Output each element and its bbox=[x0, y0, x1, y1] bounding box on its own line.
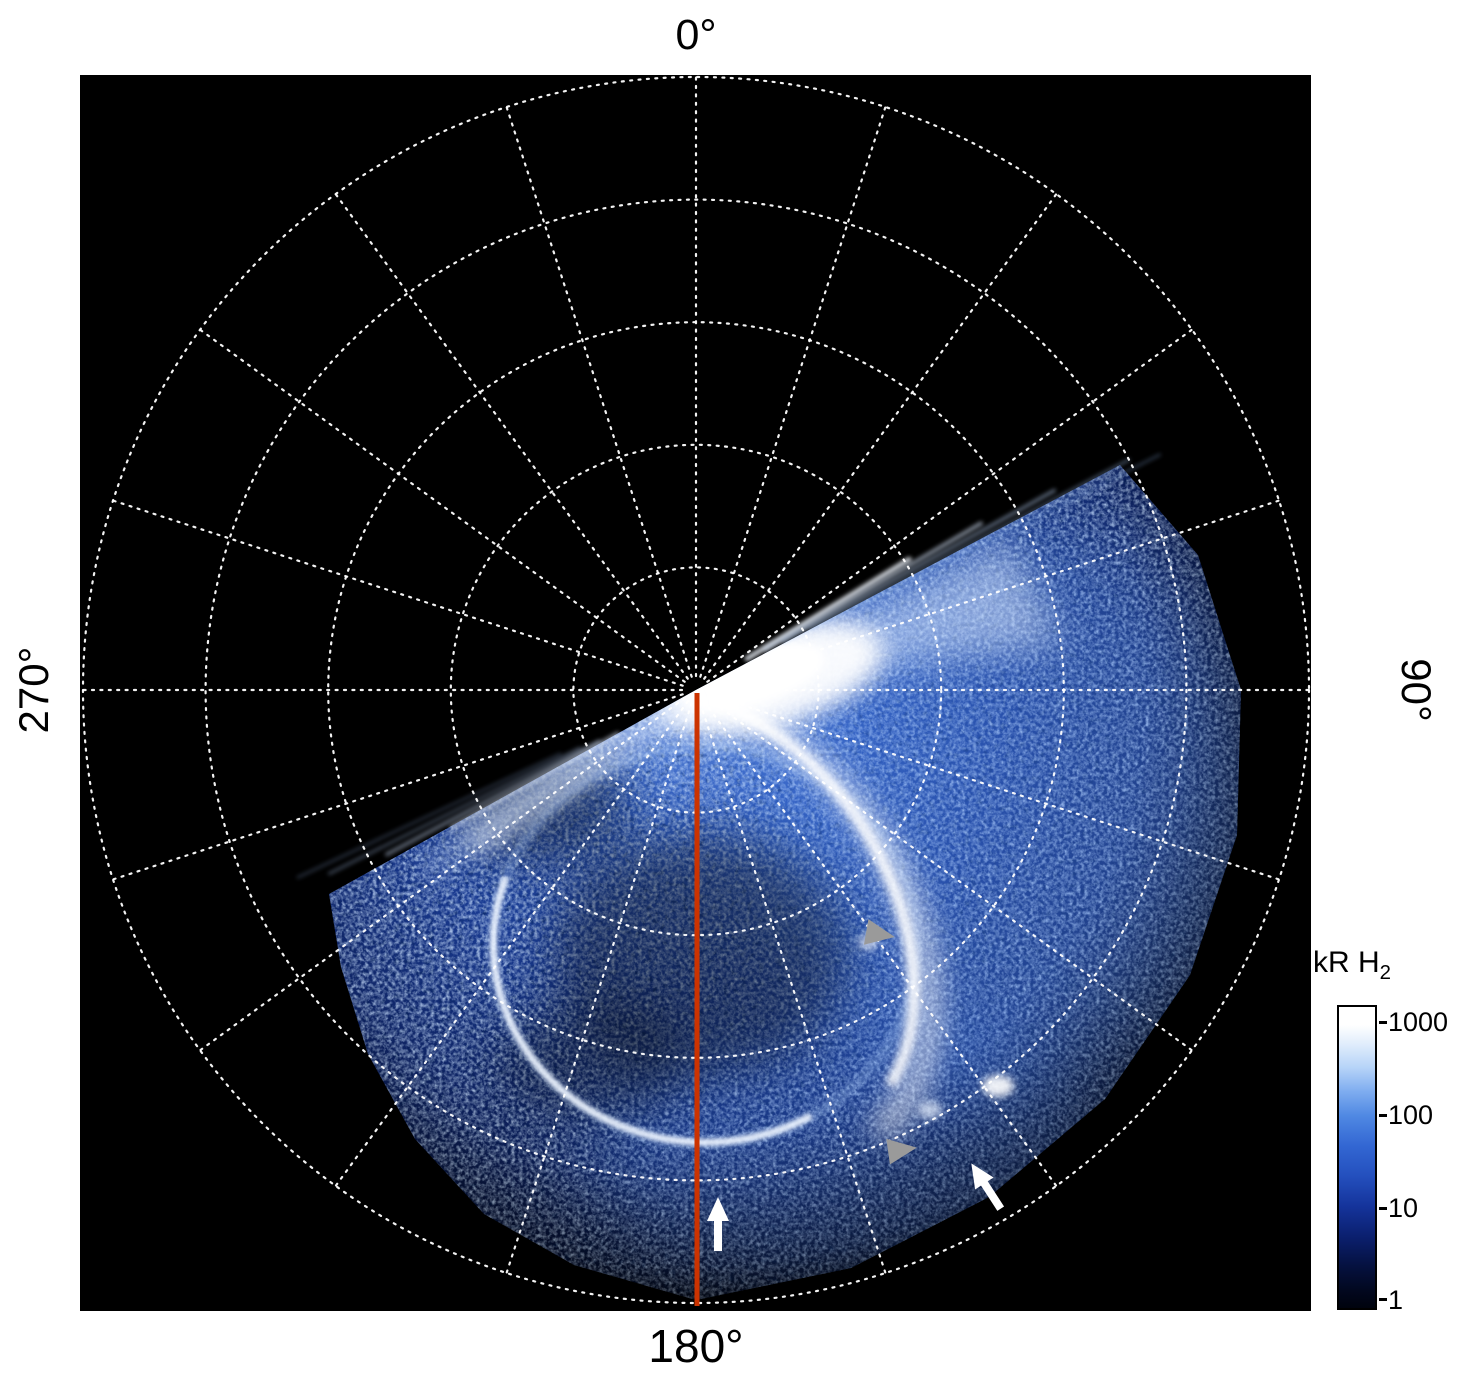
colorbar-tickmark-1 bbox=[1379, 1298, 1387, 1301]
grid-spoke bbox=[198, 697, 686, 1052]
grid-circle bbox=[449, 443, 943, 937]
grid-spoke bbox=[706, 328, 1194, 683]
white-arrow-annotation bbox=[971, 1163, 1005, 1211]
colorbar-title: kR H2 bbox=[1313, 946, 1391, 985]
bright-patch-2 bbox=[918, 1101, 942, 1119]
bright-swath-core bbox=[699, 688, 921, 1089]
angle-label-180: 180° bbox=[648, 1320, 744, 1372]
edge-streak bbox=[855, 453, 1161, 610]
edge-fringe bbox=[296, 453, 1161, 879]
gray-arrowhead-annotation bbox=[863, 919, 895, 945]
colorbar-tick-label-100: 100 bbox=[1388, 1100, 1434, 1130]
dark-patch-lower-left bbox=[495, 1007, 685, 1123]
colorbar-gradient bbox=[1337, 1005, 1377, 1310]
colorbar-title-sub: 2 bbox=[1379, 962, 1392, 984]
colorbar-tickmark-10 bbox=[1379, 1207, 1387, 1210]
grid-spoke bbox=[334, 192, 689, 680]
colorbar-tickmark-100 bbox=[1379, 1114, 1387, 1117]
grid-spoke bbox=[708, 693, 1281, 881]
colorbar-tickmark-1000 bbox=[1379, 1021, 1387, 1024]
grid-spoke bbox=[198, 328, 686, 683]
colorbar-tick-label-10: 10 bbox=[1388, 1193, 1419, 1223]
edge-streak bbox=[781, 488, 1056, 644]
grid-spoke bbox=[334, 700, 689, 1188]
auroral-oval-bright-arc bbox=[489, 875, 813, 1146]
grid-spoke bbox=[699, 105, 887, 678]
grid-spoke bbox=[708, 499, 1281, 687]
edge-streak bbox=[327, 746, 582, 876]
grid-spoke bbox=[699, 702, 887, 1275]
edge-streak bbox=[809, 458, 1131, 631]
grid-spoke bbox=[703, 700, 1058, 1188]
grid-spoke bbox=[703, 192, 1058, 680]
grid-spoke bbox=[111, 693, 684, 881]
angle-label-90: 90° bbox=[1393, 658, 1440, 722]
grid-spoke bbox=[706, 697, 1194, 1052]
annotations bbox=[694, 693, 1005, 1306]
polar-grid bbox=[81, 75, 1311, 1305]
grid-circle bbox=[204, 198, 1188, 1182]
central-bright-core bbox=[677, 643, 825, 712]
edge-streak bbox=[384, 739, 601, 857]
grid-spoke bbox=[505, 105, 693, 678]
grid-spoke bbox=[505, 702, 693, 1275]
angle-label-0: 0° bbox=[675, 11, 717, 59]
colorbar-title-main: kR H bbox=[1313, 946, 1380, 979]
bright-patch-1 bbox=[982, 1075, 1014, 1097]
angle-label-270: 270° bbox=[10, 646, 57, 734]
white-arrow-annotation bbox=[707, 1197, 729, 1251]
colorbar-tick-label-1000: 1000 bbox=[1388, 1007, 1449, 1037]
grid-spoke bbox=[111, 499, 684, 687]
edge-streak bbox=[449, 731, 621, 830]
colorbar-tick-label-1: 1 bbox=[1388, 1285, 1404, 1315]
fuzzy-edge-glow-left-2 bbox=[423, 741, 605, 877]
gray-arrowhead-annotation bbox=[886, 1138, 917, 1165]
edge-streak bbox=[296, 752, 562, 879]
